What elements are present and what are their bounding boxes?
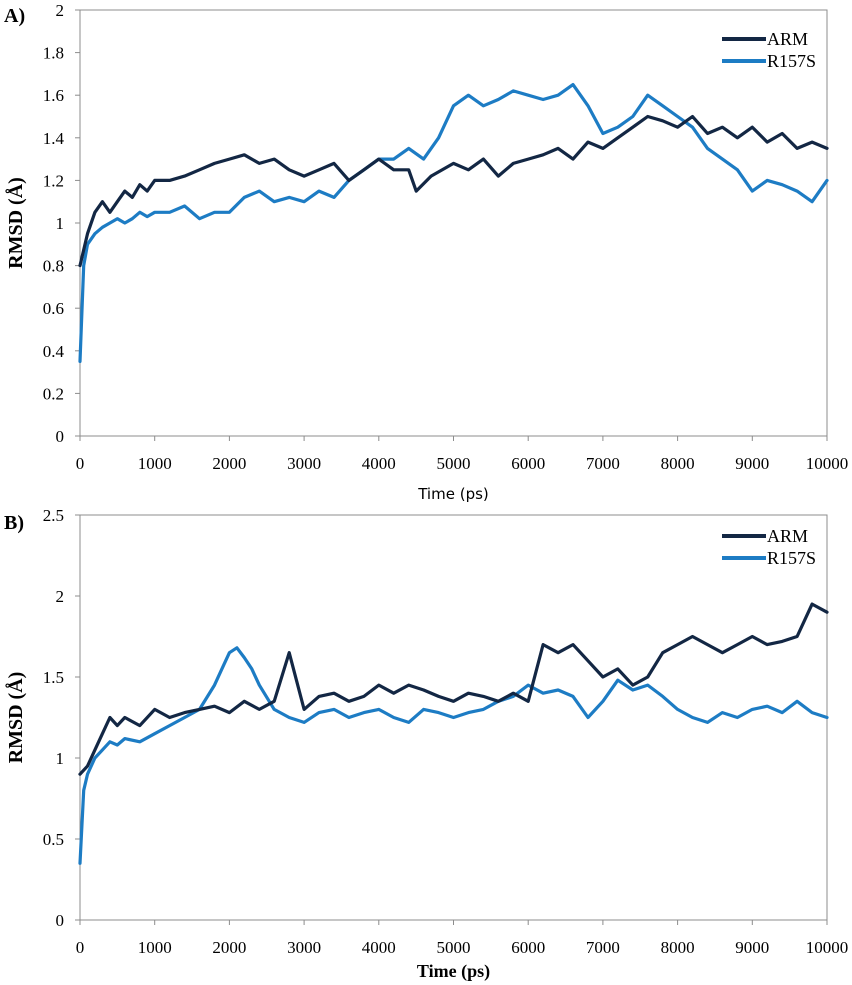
x-tick-label: 1000 [138, 938, 172, 957]
x-tick-label: 10000 [806, 454, 849, 473]
y-tick-label: 1 [56, 749, 65, 768]
y-tick-label: 0.6 [43, 299, 64, 318]
y-tick-label: 1.4 [43, 129, 65, 148]
x-tick-label: 9000 [735, 938, 769, 957]
plot-area-border [79, 9, 828, 437]
y-tick-label: 1.8 [43, 44, 64, 63]
x-tick-label: 7000 [586, 938, 620, 957]
x-tick-label: 1000 [138, 454, 172, 473]
y-axis-label: RMSD (Å) [4, 177, 27, 269]
legend-label-arm: ARM [767, 526, 808, 546]
y-tick-label: 2 [56, 1, 65, 20]
series-line-r157s [78, 82, 829, 363]
x-tick-label: 4000 [362, 454, 396, 473]
y-axis-label: RMSD (Å) [4, 672, 27, 764]
x-tick-label: 7000 [586, 454, 620, 473]
x-axis-label: Time (ps) [417, 961, 490, 982]
panel-label: B) [4, 512, 24, 534]
legend-label-arm: ARM [767, 29, 808, 49]
chart-panel-a: A) 0 0.2 0.4 0.6 0.8 1 1.2 1.4 1.6 1.8 2 0 1000 2000 30… [4, 1, 848, 503]
chart-panel-b: B) 0 0.5 1 1.5 2 2.5 0 1000 2000 3000 4000 5000 6000 7… [4, 506, 848, 982]
y-tick-label: 0 [56, 427, 65, 446]
y-tick-label: 0.5 [43, 830, 64, 849]
panel-label: A) [4, 5, 25, 27]
x-tick-label: 5000 [437, 454, 471, 473]
x-tick-label: 9000 [735, 454, 769, 473]
legend-label-r157s: R157S [767, 548, 816, 568]
x-tick-label: 5000 [437, 938, 471, 957]
x-tick-label: 4000 [362, 938, 396, 957]
series-line-arm [78, 602, 829, 776]
x-tick-label: 0 [76, 454, 85, 473]
y-tick-label: 1.6 [43, 86, 64, 105]
x-tick-label: 3000 [287, 454, 321, 473]
y-tick-label: 0.8 [43, 257, 64, 276]
y-tick-label: 0.2 [43, 384, 64, 403]
x-tick-label: 10000 [806, 938, 849, 957]
x-tick-label: 6000 [511, 454, 545, 473]
y-tick-label: 0.4 [43, 342, 65, 361]
x-tick-label: 8000 [661, 938, 695, 957]
x-tick-label: 0 [76, 938, 85, 957]
y-tick-label: 2 [56, 587, 65, 606]
x-tick-label: 6000 [511, 938, 545, 957]
y-tick-label: 1.2 [43, 171, 64, 190]
series-line-arm [78, 114, 829, 268]
x-tick-label: 8000 [661, 454, 695, 473]
y-tick-label: 0 [56, 911, 65, 930]
y-tick-label: 1.5 [43, 668, 64, 687]
legend-label-r157s: R157S [767, 51, 816, 71]
x-tick-label: 2000 [212, 938, 246, 957]
y-tick-label: 1 [56, 214, 65, 233]
x-tick-label: 3000 [287, 938, 321, 957]
x-tick-label: 2000 [212, 454, 246, 473]
series-line-r157s [78, 646, 829, 865]
x-axis-label: Time (ps) [417, 485, 489, 503]
y-tick-label: 2.5 [43, 506, 64, 525]
